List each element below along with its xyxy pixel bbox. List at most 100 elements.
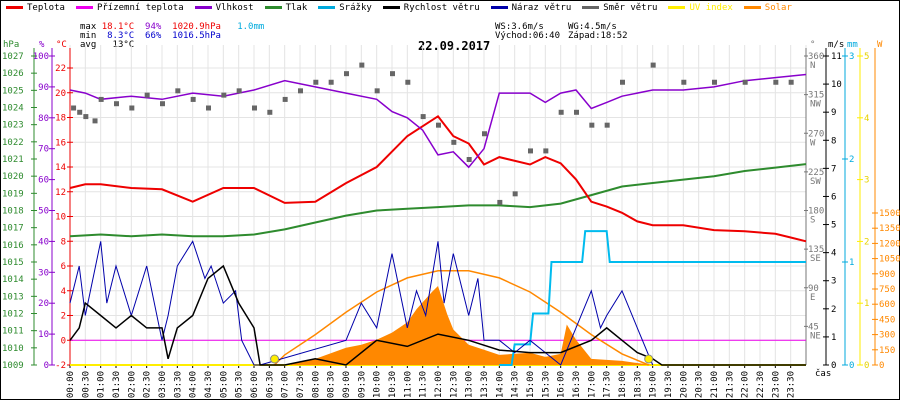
wind-direction-point [282,96,288,102]
wind-direction-point [344,71,349,77]
wind-direction-point [298,88,303,94]
rain-unit-label: mm [847,40,858,50]
wind-tick-label: 9 [831,108,836,118]
rain-line [499,230,806,366]
press-unit-label: hPa [3,40,19,50]
x-tick-label: 19:30 [664,371,674,398]
x-tick-label: 23:30 [787,371,797,398]
press-tick-label: 1021 [2,155,24,165]
wind-tick-label: 8 [831,136,836,146]
rain-tick-label: 2 [849,155,854,165]
x-tick-label: 09:30 [357,371,367,398]
wind-direction-point [175,88,181,94]
wind-direction-point [512,191,518,197]
press-tick-label: 1025 [2,86,24,96]
solar-tick-label: 0 [879,361,884,371]
x-tick-label: 05:30 [235,371,245,398]
wind-direction-point [620,79,625,85]
x-tick-label: 07:00 [281,371,291,398]
solar-line [273,270,649,366]
press-tick-label: 1011 [2,327,24,337]
wind-direction-point [98,96,104,102]
x-tick-label: 11:00 [403,371,413,398]
x-tick-label: 20:30 [695,371,705,398]
wind-direction-point [497,199,503,205]
dir-tick-label: 360 [808,52,824,62]
wind-direction-point [420,114,426,120]
stat-max-hum: 94% [145,22,162,32]
solar-tick-label: 1050 [879,255,900,265]
pressure-line [69,163,807,238]
legend-label: Rychlost větru [403,3,480,13]
temp-tick-label: 18 [55,114,66,124]
x-tick-label: 18:00 [618,371,628,398]
temp-tick-label: 12 [55,188,66,198]
stat-min-row: min 8.3°C 66% 1016.5hPa [80,31,221,41]
dir-tick-label: 270 [808,129,824,139]
uv-tick-label: 5 [864,52,869,62]
legend-swatch [6,6,23,9]
x-tick-label: 06:30 [265,371,275,398]
x-tick-label: 01:30 [112,371,122,398]
wind-direction-point [712,79,717,85]
x-tick-label: 21:00 [710,371,720,398]
solar-tick-label: 1350 [879,224,900,234]
solar-unit-label: W [877,40,883,50]
wind-direction-point [681,79,687,85]
x-tick-label: 09:00 [342,371,352,398]
stat-max-label: max [80,22,97,32]
wind-direction-point [221,92,227,98]
press-tick-label: 1010 [2,344,24,354]
x-tick-label: 16:30 [572,371,582,398]
dir-tick-label: 135 [808,245,824,255]
hum-tick-label: 30 [38,268,49,278]
wind-direction-point [190,96,196,102]
press-tick-label: 1017 [2,224,24,234]
temp-tick-label: -2 [55,361,66,371]
stat-sunset: Západ:18:52 [568,31,628,41]
press-tick-label: 1026 [2,69,24,79]
x-tick-label: 23:00 [771,371,781,398]
x-tick-label: 14:00 [495,371,505,398]
wind-direction-point [589,122,595,128]
x-tick-label: 08:30 [327,371,337,398]
wind-direction-point [236,88,242,94]
x-tick-label: 17:30 [603,371,613,398]
wind-direction-point [252,105,257,111]
wind-direction-point [267,109,273,115]
x-tick-label: 10:30 [388,371,398,398]
wind-unit-label: m/s [828,40,844,50]
x-tick-label: 05:00 [219,371,229,398]
press-tick-label: 1024 [2,104,24,114]
dir-compass-label: SE [810,254,821,264]
dir-compass-label: W [810,138,816,148]
rain-tick-label: 3 [849,52,854,62]
temp-unit-label: °C [56,40,67,50]
stat-ws: WS:3.6m/s [495,22,544,32]
stat-min-press: 1016.5hPa [172,31,221,41]
legend-item: Vlhkost [194,3,254,13]
legend-item: Rychlost větru [382,3,480,13]
uv-tick-label: 1 [864,299,869,309]
press-tick-label: 1014 [2,275,24,285]
x-tick-label: 14:30 [511,371,521,398]
x-tick-label: 22:00 [741,371,751,398]
solar-measured-area [290,286,653,365]
hum-tick-label: 100 [33,52,49,62]
x-tick-label: 15:00 [526,371,536,398]
wind-tick-label: 6 [831,192,836,202]
wind-direction-point [451,139,457,145]
hum-tick-label: 60 [38,176,49,186]
dir-tick-label: 90 [808,284,819,294]
wind-tick-label: 5 [831,221,836,231]
press-tick-label: 1009 [2,361,24,371]
solar-tick-label: 900 [879,270,895,280]
uv-tick-label: 4 [864,114,869,124]
legend-item: Tlak [264,3,307,13]
wind-tick-label: 7 [831,164,836,174]
stat-sunrise: Východ:06:40 [495,31,561,41]
wind-speed-line [69,264,806,366]
wind-tick-label: 1 [831,333,836,343]
legend-item: Přízemní teplota [75,3,184,13]
legend-label: Vlhkost [215,3,254,13]
